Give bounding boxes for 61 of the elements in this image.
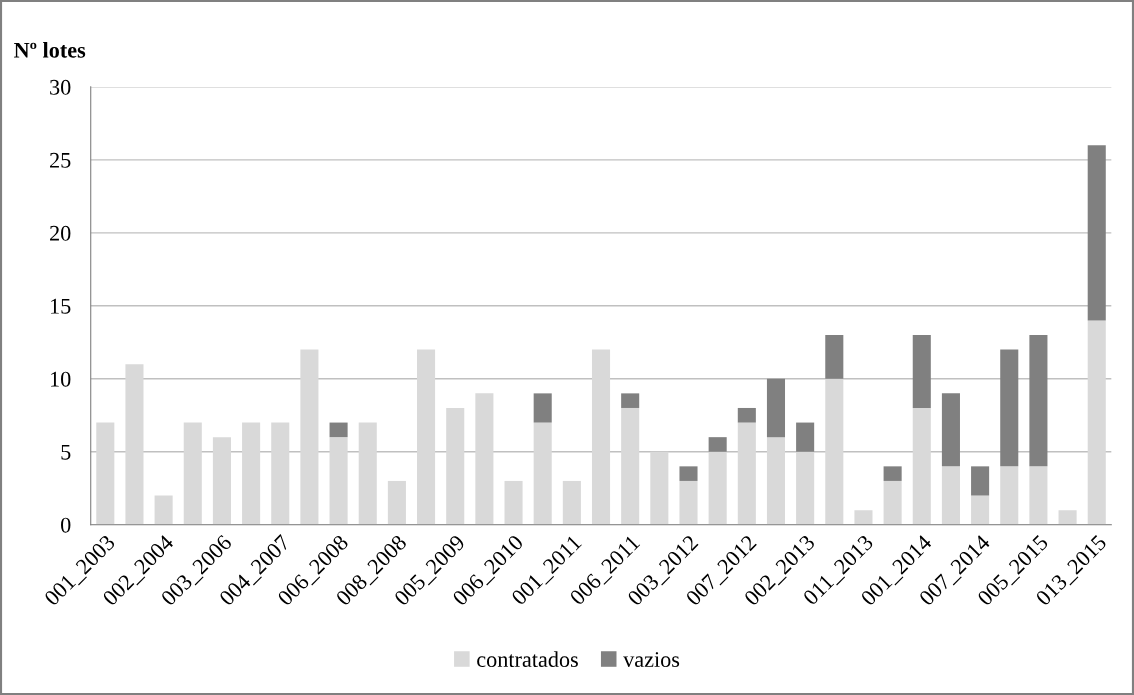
bar	[475, 393, 494, 525]
bar	[737, 407, 756, 423]
bar	[271, 422, 290, 525]
bar	[854, 510, 873, 525]
bar	[1087, 145, 1106, 321]
y-tick-label: 0	[61, 517, 71, 533]
bar	[358, 422, 377, 525]
bar	[125, 364, 144, 525]
bar	[825, 378, 844, 525]
bar	[912, 407, 931, 525]
bar	[183, 422, 202, 525]
y-tick-label: 10	[51, 371, 71, 387]
bar	[941, 393, 960, 467]
y-axis-title: Nº lotes	[14, 42, 86, 58]
bar	[941, 466, 960, 525]
bar	[591, 349, 611, 525]
bar	[562, 480, 581, 525]
bar	[329, 437, 348, 525]
bar	[971, 466, 990, 496]
legend-label: vazios	[623, 652, 680, 668]
legend-label: contratados	[477, 651, 578, 668]
bar	[1087, 320, 1106, 525]
bar	[1058, 510, 1077, 525]
bar	[300, 349, 319, 525]
bar	[796, 422, 815, 452]
bar	[533, 422, 552, 525]
bar	[679, 480, 698, 525]
bar	[242, 422, 261, 525]
bar	[1000, 466, 1019, 525]
bar	[766, 437, 786, 525]
bar	[912, 334, 931, 408]
y-tick-label: 15	[51, 298, 71, 314]
bar	[650, 451, 669, 525]
bar	[96, 422, 115, 525]
bar	[708, 451, 727, 525]
bar	[533, 393, 552, 423]
bar	[621, 393, 640, 408]
bar	[708, 437, 727, 452]
bar	[417, 349, 436, 525]
y-tick-label: 25	[50, 152, 71, 168]
bar	[504, 480, 523, 525]
bar	[1029, 466, 1048, 525]
y-tick-label: 20	[50, 225, 71, 241]
bar	[825, 334, 844, 379]
y-tick-label: 5	[61, 444, 71, 460]
bar	[154, 495, 173, 525]
bar	[766, 378, 786, 438]
bar	[737, 422, 756, 525]
bar	[971, 495, 990, 525]
y-tick-label: 30	[50, 79, 71, 95]
bar	[446, 407, 465, 525]
bar	[621, 407, 640, 525]
bar	[883, 480, 902, 525]
bar	[883, 466, 902, 481]
bar	[1000, 349, 1019, 467]
bar	[796, 451, 815, 525]
bar	[679, 466, 698, 481]
bar	[1029, 334, 1048, 467]
bar	[387, 480, 406, 525]
bar	[329, 422, 348, 438]
bar	[212, 437, 231, 525]
